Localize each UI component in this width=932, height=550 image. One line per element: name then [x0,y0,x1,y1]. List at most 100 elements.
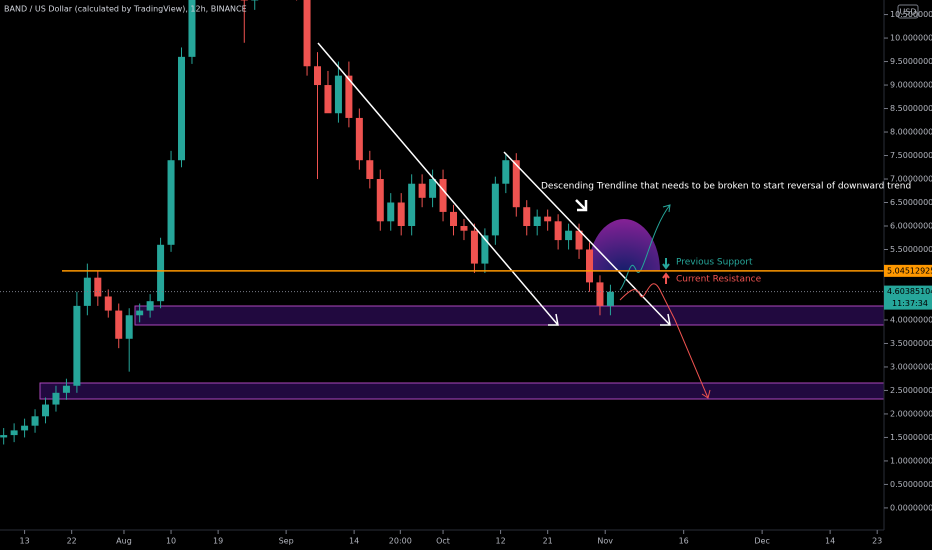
candle-body [450,211,458,227]
y-tick-label: 10.50000000 [890,10,932,19]
y-tick-label: 6.50000000 [890,198,932,207]
x-tick-label: 22 [67,537,77,546]
candle-body [460,226,468,231]
candle-body [355,117,363,161]
drawings: Descending Trendline that needs to be br… [62,42,911,399]
candle-body [512,160,520,208]
candle-body [136,310,144,316]
last-price-bg [884,285,932,310]
candle-body [125,315,133,339]
y-tick-label: 8.50000000 [890,104,932,113]
candle-body [324,85,332,114]
trendline [317,42,559,326]
candle-body [42,404,50,417]
candle-body [523,207,531,227]
zone [134,305,884,326]
candle-body [94,277,102,297]
candle-body [21,425,29,431]
x-tick-label: 14 [349,537,359,546]
plot-area [0,0,884,445]
chart-title: BAND / US Dollar (calculated by TradingV… [4,5,247,14]
currency-badge [897,4,919,19]
candle-body [31,416,39,426]
down-icon [662,272,670,284]
candle-body [544,216,552,222]
candle-body [366,160,374,180]
candle-body [439,179,447,212]
arrow-head [660,313,671,326]
x-tick-label: 23 [872,537,882,546]
x-tick-label: 16 [679,537,689,546]
y-tick-label: 9.50000000 [890,57,932,66]
x-tick-label: Oct [436,537,450,546]
x-tick-label: 10 [166,537,176,546]
candle-body [575,230,583,250]
y-tick-label: 3.50000000 [890,339,932,348]
candle-body [303,0,311,67]
x-tick-label: Dec [754,537,769,546]
countdown: 11:37:34 [892,299,928,308]
candle-body [502,160,510,184]
candle-body [314,66,322,86]
candle-body [62,385,70,393]
candle-body [376,179,384,222]
candle-body [52,392,60,405]
price-label-bg [884,264,932,277]
candle-body [0,435,8,438]
candle-body [533,216,541,227]
x-tick-label: 13 [19,537,29,546]
x-tick-label: 20:00 [389,537,412,546]
zone [39,382,884,400]
pointer-arrow [575,199,588,212]
candle-body [596,282,604,306]
arrow-head [701,389,711,399]
price-label: 5.04512925 [887,266,932,275]
y-tick-label: 7.50000000 [890,151,932,160]
y-tick-label: 2.50000000 [890,386,932,395]
y-tick-label: 1.50000000 [890,433,932,442]
candle-body [418,183,426,198]
candle-body [10,430,18,436]
trendline [503,151,671,326]
x-tick-label: Nov [597,537,613,546]
last-price-label: 4.60385104 [887,287,932,296]
y-tick-label: 5.50000000 [890,245,932,254]
candle-body [491,183,499,236]
arrow-head [548,313,559,326]
arrow-head [662,204,671,213]
candle-body [334,75,342,114]
candle-body [387,202,395,222]
candle-body [104,296,112,311]
up-icon [662,258,670,270]
candle-body [157,244,165,302]
candle-body [408,183,416,227]
candle-body [178,56,186,161]
candle-body [470,230,478,264]
candle-body [565,230,573,241]
candle-body [345,75,353,118]
x-tick-label: 21 [543,537,553,546]
candle-body [397,202,405,227]
annotation: Descending Trendline that needs to be br… [541,182,911,192]
candle-body [606,291,614,306]
candle-body [167,160,175,245]
currency: USD [899,8,916,17]
candle-body [586,249,594,283]
x-tick-label: Aug [116,537,132,546]
candle-body [188,0,196,57]
candle-body [554,221,562,241]
candle-body [115,310,123,339]
x-tick-label: Sep [279,537,294,546]
